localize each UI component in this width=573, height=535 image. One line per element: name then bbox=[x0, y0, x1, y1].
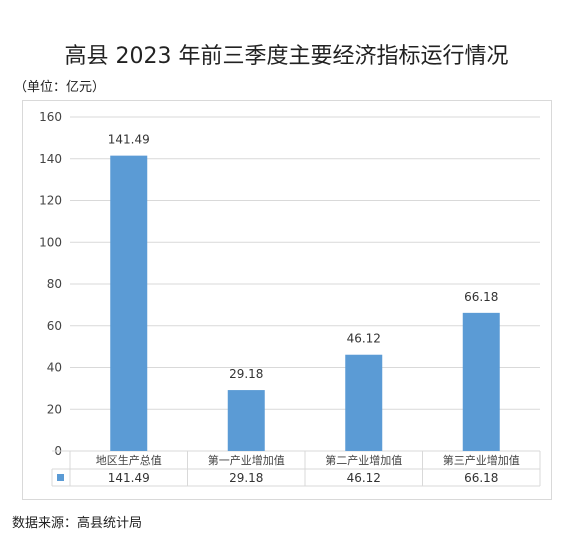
data-label: 66.18 bbox=[464, 290, 498, 304]
y-tick-label: 120 bbox=[39, 194, 62, 208]
table-value: 141.49 bbox=[108, 471, 150, 485]
y-tick-label: 40 bbox=[47, 361, 62, 375]
y-tick-label: 160 bbox=[39, 110, 62, 124]
bar bbox=[110, 155, 148, 451]
bar bbox=[462, 312, 500, 451]
table-value: 29.18 bbox=[229, 471, 263, 485]
y-tick-label: 80 bbox=[47, 277, 62, 291]
table-value: 66.18 bbox=[464, 471, 498, 485]
y-tick-label: 100 bbox=[39, 235, 62, 249]
category-label: 第一产业增加值 bbox=[208, 453, 285, 467]
legend-key bbox=[57, 474, 64, 481]
unit-label: （单位：亿元） bbox=[14, 80, 106, 95]
bar bbox=[345, 354, 383, 451]
y-tick-label: 60 bbox=[47, 319, 62, 333]
table-value: 46.12 bbox=[347, 471, 381, 485]
category-label: 地区生产总值 bbox=[96, 453, 162, 467]
chart-title: 高县 2023 年前三季度主要经济指标运行情况 bbox=[64, 44, 509, 69]
bar bbox=[227, 390, 265, 451]
data-label: 29.18 bbox=[229, 367, 263, 381]
category-label: 第二产业增加值 bbox=[325, 453, 402, 467]
y-tick-label: 20 bbox=[47, 402, 62, 416]
category-label: 第三产业增加值 bbox=[443, 453, 520, 467]
y-tick-label: 140 bbox=[39, 152, 62, 166]
data-label: 46.12 bbox=[347, 332, 381, 346]
data-source: 数据来源：高县统计局 bbox=[12, 516, 143, 531]
chart-frame bbox=[22, 100, 552, 500]
data-label: 141.49 bbox=[108, 133, 150, 147]
